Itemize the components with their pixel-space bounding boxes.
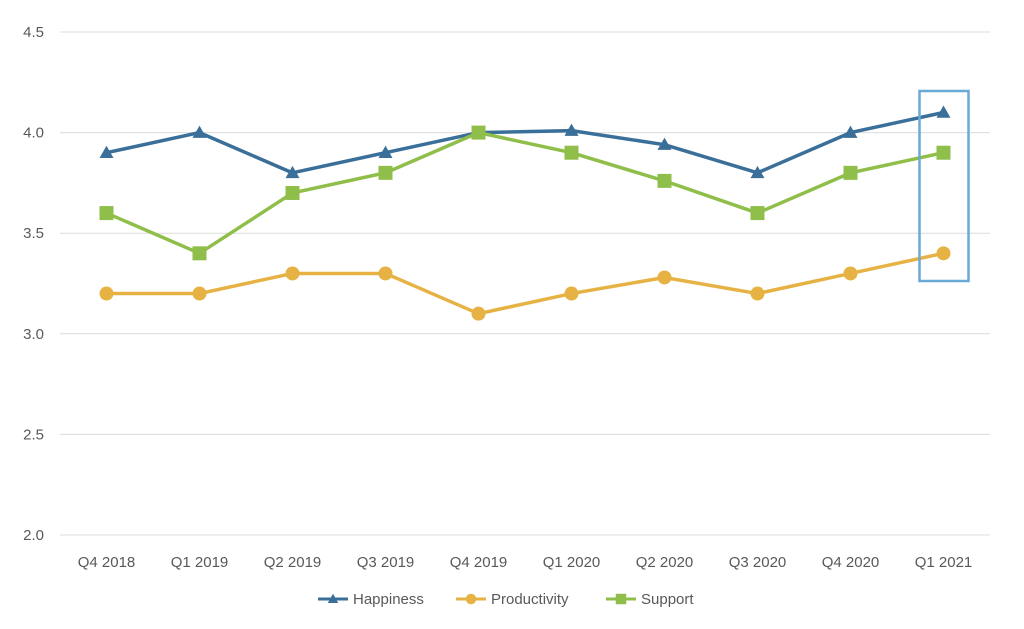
x-axis: Q4 2018 Q1 2019 Q2 2019 Q3 2019 Q4 2019 Q1 20… (78, 554, 973, 571)
x-tick-label: Q3 2019 (357, 554, 415, 571)
x-tick-label: Q4 2018 (78, 554, 136, 571)
productivity-point (936, 246, 951, 261)
support-point (843, 165, 858, 180)
y-axis: 2.0 2.5 3.0 3.5 4.0 4.5 (23, 24, 44, 544)
legend-item-happiness[interactable]: Happiness (318, 591, 424, 608)
happiness-line (106, 110, 944, 175)
x-tick-label: Q1 2021 (915, 554, 973, 571)
support-point (750, 206, 765, 221)
productivity-point (99, 286, 114, 301)
series-group (99, 105, 951, 321)
y-tick-label: 2.0 (23, 527, 44, 544)
highlight-group (918, 89, 970, 283)
highlight-box (918, 89, 970, 283)
productivity-point (750, 286, 765, 301)
productivity-point (378, 266, 393, 281)
x-tick-label: Q1 2019 (171, 554, 229, 571)
happiness-point (936, 105, 951, 118)
legend[interactable]: Happiness Productivity Support (318, 591, 694, 608)
happiness-point (564, 123, 579, 136)
y-tick-label: 3.5 (23, 225, 44, 242)
y-tick-label: 2.5 (23, 426, 44, 443)
x-tick-label: Q2 2020 (636, 554, 694, 571)
legend-swatch-marker (327, 593, 339, 603)
x-tick-label: Q3 2020 (729, 554, 787, 571)
x-tick-label: Q4 2020 (822, 554, 880, 571)
legend-swatch-marker (615, 593, 627, 605)
gridlines (60, 31, 990, 536)
legend-label: Support (641, 591, 694, 608)
productivity-line (106, 251, 944, 316)
support-point (936, 145, 951, 160)
legend-swatch-marker (465, 593, 477, 605)
support-point (657, 173, 672, 188)
legend-item-support[interactable]: Support (606, 591, 694, 608)
happiness-point (843, 125, 858, 138)
support-point (192, 246, 207, 261)
productivity-point (843, 266, 858, 281)
legend-item-productivity[interactable]: Productivity (456, 591, 569, 608)
happiness-point (657, 137, 672, 150)
x-tick-label: Q2 2019 (264, 554, 322, 571)
x-tick-label: Q4 2019 (450, 554, 508, 571)
productivity-point (285, 266, 300, 281)
y-tick-label: 4.5 (23, 24, 44, 41)
legend-label: Happiness (353, 591, 424, 608)
legend-label: Productivity (491, 591, 569, 608)
support-point (378, 165, 393, 180)
happiness-point (192, 125, 207, 138)
productivity-point (657, 270, 672, 285)
productivity-point (192, 286, 207, 301)
productivity-point (471, 306, 486, 321)
happiness-point (378, 145, 393, 158)
support-point (99, 206, 114, 221)
support-point (564, 145, 579, 160)
x-tick-label: Q1 2020 (543, 554, 601, 571)
support-point (285, 185, 300, 200)
happiness-point (750, 165, 765, 179)
support-point (471, 125, 486, 140)
happiness-point (99, 145, 114, 158)
y-tick-label: 3.0 (23, 326, 44, 343)
happiness-point (285, 165, 300, 179)
support-line (105, 130, 944, 256)
y-tick-label: 4.0 (23, 125, 44, 142)
productivity-point (564, 286, 579, 301)
